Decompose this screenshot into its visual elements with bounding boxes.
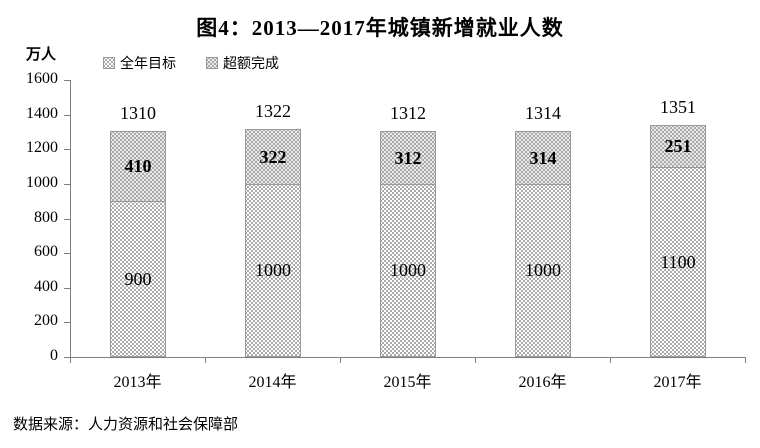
x-axis-tick (70, 358, 71, 363)
legend: 全年目标 超额完成 (103, 53, 279, 73)
legend-label-target: 全年目标 (120, 55, 176, 71)
bar-value-target: 1000 (390, 260, 426, 280)
bar-total-label: 1312 (390, 103, 426, 123)
x-axis-tick (205, 358, 206, 363)
x-axis-tick (475, 358, 476, 363)
bar-segment-excess: 251 (650, 125, 706, 168)
x-axis-label: 2017年 (653, 374, 702, 391)
legend-item-target: 全年目标 (103, 53, 176, 73)
y-axis-tick (64, 253, 70, 254)
y-axis-tick (64, 80, 70, 81)
x-axis-label: 2014年 (248, 374, 297, 391)
bar-segment-target: 1100 (650, 167, 706, 357)
bar-value-excess: 251 (664, 136, 692, 156)
bar-segment-excess: 322 (245, 129, 301, 185)
bar-segment-target: 1000 (515, 184, 571, 357)
x-axis-tick (340, 358, 341, 363)
bar-value-excess: 312 (394, 147, 422, 168)
y-axis-label: 800 (34, 209, 58, 226)
bar-total-label: 1310 (120, 103, 156, 123)
y-axis-tick (64, 322, 70, 323)
bar-segment-excess: 314 (515, 131, 571, 185)
y-axis-tick (64, 149, 70, 150)
bar-value-target: 900 (124, 268, 152, 289)
y-axis-label: 200 (34, 312, 58, 329)
bar-value-excess: 410 (124, 156, 152, 176)
legend-swatch-target-icon (103, 57, 115, 69)
y-axis-label: 1600 (26, 70, 58, 87)
bar-total-label: 1351 (660, 97, 696, 117)
bar-value-excess: 314 (529, 147, 557, 168)
legend-item-excess: 超额完成 (206, 53, 279, 73)
bar-segment-excess: 312 (380, 131, 436, 185)
y-axis-label: 0 (50, 347, 58, 364)
y-axis-tick (64, 219, 70, 220)
bar-segment-target: 900 (110, 201, 166, 357)
bar-value-target: 1000 (255, 260, 291, 280)
y-axis-tick (64, 288, 70, 289)
bar-segment-excess: 410 (110, 131, 166, 202)
y-axis-label: 600 (34, 243, 58, 260)
legend-label-excess: 超额完成 (223, 55, 279, 71)
y-axis-tick (64, 115, 70, 116)
y-axis-label: 400 (34, 278, 58, 295)
x-axis-tick (610, 358, 611, 363)
y-axis-label: 1400 (26, 105, 58, 122)
bar-value-target: 1100 (660, 251, 696, 272)
chart-title: 图4：2013—2017年城镇新增就业人数 (196, 16, 564, 40)
bar-value-target: 1000 (525, 260, 561, 280)
y-axis-tick (64, 184, 70, 185)
bar-total-label: 1314 (525, 103, 561, 123)
legend-swatch-excess-icon (206, 57, 218, 69)
x-axis-label: 2013年 (113, 374, 162, 391)
x-axis-tick (745, 358, 746, 363)
bar-segment-target: 1000 (380, 184, 436, 357)
y-axis-label: 1000 (26, 174, 58, 191)
bar-total-label: 1322 (255, 101, 291, 121)
source-note: 数据来源：人力资源和社会保障部 (13, 416, 239, 433)
y-axis-unit-label: 万人 (26, 46, 57, 63)
x-axis-label: 2015年 (383, 374, 432, 391)
plot-area (70, 80, 746, 358)
bar-segment-target: 1000 (245, 184, 301, 357)
x-axis-label: 2016年 (518, 374, 567, 391)
y-axis-tick (64, 357, 70, 358)
bar-value-excess: 322 (259, 146, 287, 167)
y-axis-label: 1200 (26, 139, 58, 156)
